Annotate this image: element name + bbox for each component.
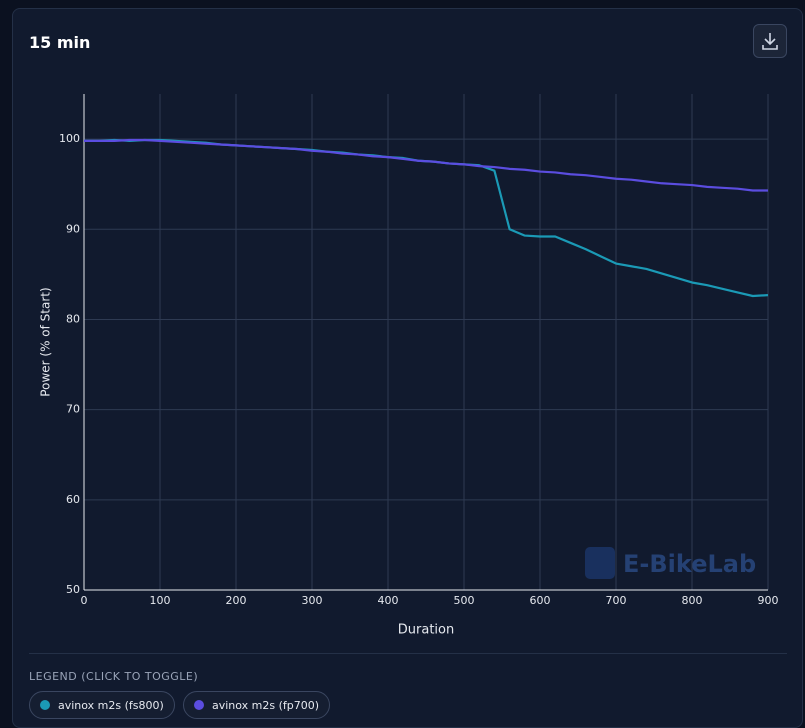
x-tick-label: 300 xyxy=(302,594,323,607)
x-tick-label: 500 xyxy=(454,594,475,607)
x-tick-label: 800 xyxy=(682,594,703,607)
download-icon xyxy=(762,33,778,50)
legend-title: LEGEND (CLICK TO TOGGLE) xyxy=(29,670,199,683)
chart-card: 15 min E-BikeLab 50 60 70 80 90 100 0 100 200 300 4… xyxy=(12,8,803,728)
legend-item[interactable]: avinox m2s (fp700) xyxy=(183,691,331,719)
y-tick-label: 100 xyxy=(59,132,80,145)
legend-swatch xyxy=(194,700,204,710)
watermark: E-BikeLab xyxy=(623,550,756,578)
y-axis-title: Power (% of Start) xyxy=(39,287,53,396)
chart: E-BikeLab 50 60 70 80 90 100 0 100 200 300 400 500 60… xyxy=(39,94,779,638)
legend-item[interactable]: avinox m2s (fs800) xyxy=(29,691,175,719)
x-tick-label: 700 xyxy=(606,594,627,607)
download-button[interactable] xyxy=(753,24,787,58)
data-line xyxy=(84,138,769,298)
separator xyxy=(29,653,787,654)
legend-label: avinox m2s (fp700) xyxy=(212,698,320,712)
x-tick-label: 200 xyxy=(226,594,247,607)
data-line xyxy=(84,138,768,192)
y-tick-label: 80 xyxy=(66,312,80,325)
x-tick-label: 100 xyxy=(150,594,171,607)
y-tick-label: 90 xyxy=(66,222,80,235)
legend-swatch xyxy=(40,700,50,710)
x-tick-label: 0 xyxy=(81,594,88,607)
y-tick-label: 70 xyxy=(66,403,80,416)
chart-title: 15 min xyxy=(29,33,91,52)
y-tick-label: 60 xyxy=(66,493,80,506)
x-tick-label: 400 xyxy=(378,594,399,607)
y-tick-label: 50 xyxy=(66,583,80,596)
watermark-logo xyxy=(585,547,615,579)
x-axis-title: Duration xyxy=(398,623,454,638)
legend-label: avinox m2s (fs800) xyxy=(58,698,164,712)
x-tick-label: 600 xyxy=(530,594,551,607)
x-tick-label: 900 xyxy=(758,594,779,607)
